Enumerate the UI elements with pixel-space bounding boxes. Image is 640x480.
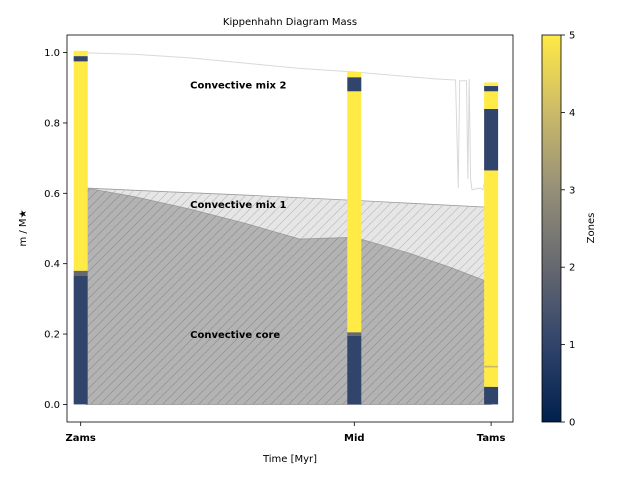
zone-bar-2-segment-0	[484, 386, 499, 405]
colorbar-label: Zones	[586, 213, 597, 244]
colorbar-tick-label: 4	[569, 108, 575, 119]
convective-mix-1-label: Convective mix 1	[190, 200, 286, 211]
y-axis-label: m / M★	[18, 209, 29, 246]
convective-core-label: Convective core	[190, 330, 280, 341]
zone-bar-0-segment-2	[73, 61, 88, 271]
x-axis-label: Time [Myr]	[262, 454, 317, 465]
zone-bar-1-segment-2	[347, 91, 362, 333]
plot-area	[73, 50, 499, 405]
zone-bar-0-segment-4	[73, 50, 88, 57]
y-tick-label: 0.6	[44, 189, 60, 200]
colorbar-tick-label: 3	[569, 185, 575, 196]
x-tick-label: Tams	[477, 433, 506, 444]
zone-bar-1-segment-1	[347, 332, 362, 336]
zone-bar-2-segment-1	[484, 367, 499, 387]
colorbar-tick-label: 5	[569, 31, 575, 42]
zone-bar-1-segment-3	[347, 77, 362, 92]
zone-bar-2-segment-2	[484, 365, 499, 368]
y-tick-label: 1.0	[44, 48, 60, 59]
convective-mix-2-label: Convective mix 2	[190, 80, 286, 91]
y-tick-label: 0.2	[44, 330, 60, 341]
surface-line	[80, 52, 492, 191]
zone-bar-2-segment-4	[484, 108, 499, 171]
y-tick-label: 0.8	[44, 118, 60, 129]
annotation-layer: Convective core Convective mix 1 Convectiv…	[190, 80, 286, 341]
zone-bar-2-segment-7	[484, 82, 499, 87]
colorbar-tick-label: 2	[569, 263, 575, 274]
colorbar-tick-label: 0	[569, 418, 575, 429]
plot-frame	[66, 34, 514, 423]
zone-bar-2-segment-3	[484, 170, 499, 366]
convective-core-hatch	[86, 188, 492, 405]
zone-bar-1-segment-0	[347, 335, 362, 405]
zone-bar-0-segment-3	[73, 56, 88, 62]
y-tick-label: 0.4	[44, 259, 60, 270]
chart-title: Kippenhahn Diagram Mass	[223, 17, 357, 28]
zone-bar-0-segment-1	[73, 270, 88, 276]
colorbar	[541, 34, 562, 423]
y-axis: 0.0 0.2 0.4 0.6 0.8 1.0	[44, 48, 67, 411]
y-tick-label: 0.0	[44, 400, 60, 411]
colorbar-tick-label: 1	[569, 340, 575, 351]
x-tick-label: Mid	[344, 433, 365, 444]
colorbar-axis: 0 1 2 3 4 5	[561, 31, 575, 429]
x-tick-label: Zams	[65, 433, 95, 444]
zone-bar-1-segment-4	[347, 71, 362, 78]
zone-bar-2-segment-6	[484, 86, 499, 92]
x-axis: Zams Mid Tams	[65, 422, 505, 444]
zone-bar-2-segment-5	[484, 91, 499, 109]
zone-bar-0-segment-0	[73, 275, 88, 405]
